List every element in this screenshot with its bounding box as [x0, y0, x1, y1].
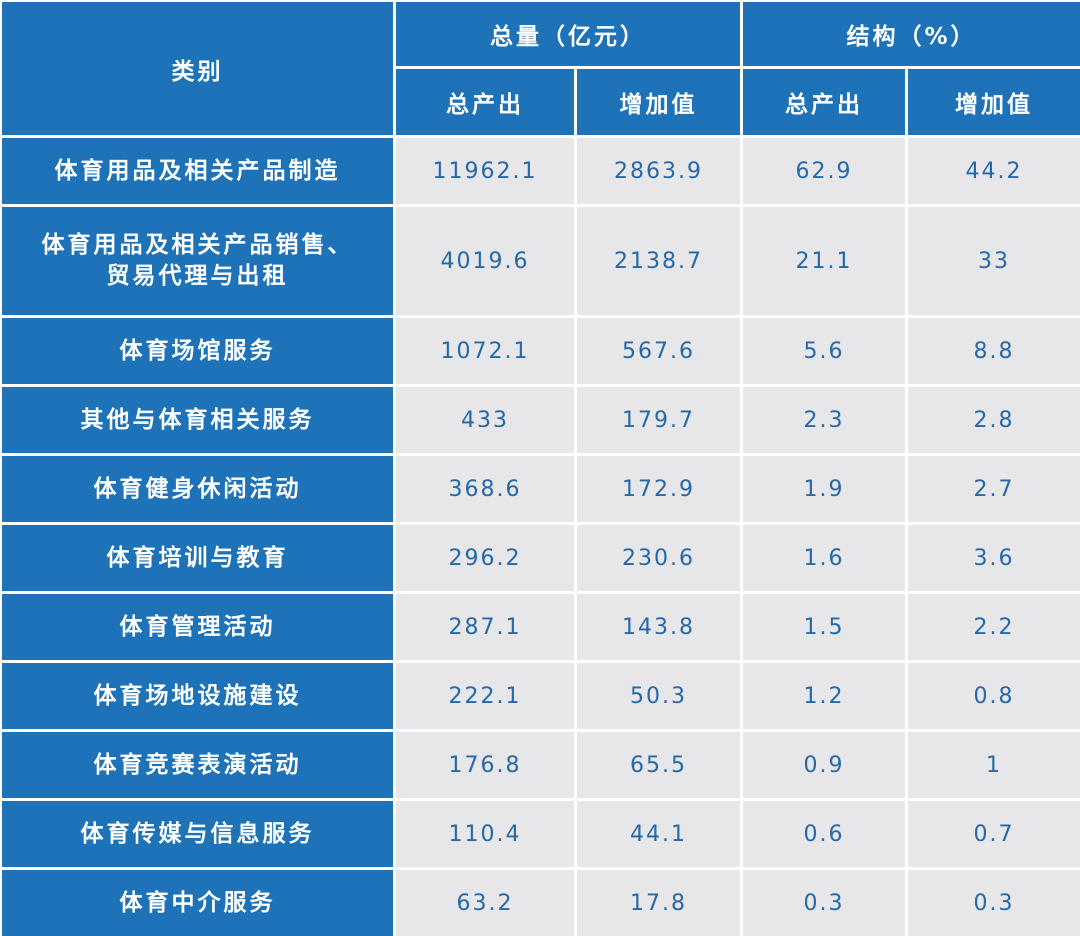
cell-total-value-added: 17.8 [577, 870, 740, 936]
cell-total-value-added: 65.5 [577, 732, 740, 798]
row-category: 体育场地设施建设 [2, 663, 393, 729]
cell-total-output: 368.6 [396, 456, 574, 522]
row-category: 其他与体育相关服务 [2, 387, 393, 453]
cell-total-output: 63.2 [396, 870, 574, 936]
header-structure-output: 总产出 [743, 69, 905, 135]
row-category: 体育健身休闲活动 [2, 456, 393, 522]
cell-structure-value-added: 8.8 [908, 318, 1080, 384]
header-structure-value-added: 增加值 [908, 69, 1080, 135]
cell-total-output: 176.8 [396, 732, 574, 798]
cell-structure-output: 62.9 [743, 138, 905, 204]
row-category: 体育传媒与信息服务 [2, 801, 393, 867]
row-category: 体育竞赛表演活动 [2, 732, 393, 798]
cell-total-value-added: 2138.7 [577, 207, 740, 315]
cell-structure-value-added: 44.2 [908, 138, 1080, 204]
cell-total-value-added: 2863.9 [577, 138, 740, 204]
cell-structure-value-added: 1 [908, 732, 1080, 798]
cell-total-value-added: 143.8 [577, 594, 740, 660]
row-category: 体育管理活动 [2, 594, 393, 660]
cell-structure-value-added: 0.8 [908, 663, 1080, 729]
cell-structure-output: 0.3 [743, 870, 905, 936]
cell-total-output: 11962.1 [396, 138, 574, 204]
cell-structure-value-added: 2.7 [908, 456, 1080, 522]
cell-total-value-added: 230.6 [577, 525, 740, 591]
cell-structure-output: 1.6 [743, 525, 905, 591]
cell-structure-output: 21.1 [743, 207, 905, 315]
cell-total-value-added: 50.3 [577, 663, 740, 729]
cell-structure-value-added: 33 [908, 207, 1080, 315]
cell-total-output: 110.4 [396, 801, 574, 867]
cell-structure-output: 1.2 [743, 663, 905, 729]
cell-total-value-added: 172.9 [577, 456, 740, 522]
row-category: 体育培训与教育 [2, 525, 393, 591]
cell-structure-value-added: 3.6 [908, 525, 1080, 591]
cell-total-value-added: 567.6 [577, 318, 740, 384]
row-category: 体育场馆服务 [2, 318, 393, 384]
row-category: 体育中介服务 [2, 870, 393, 936]
cell-structure-value-added: 0.7 [908, 801, 1080, 867]
cell-structure-value-added: 2.8 [908, 387, 1080, 453]
header-total-group: 总量（亿元） [396, 2, 740, 66]
cell-structure-output: 5.6 [743, 318, 905, 384]
cell-total-output: 287.1 [396, 594, 574, 660]
cell-structure-output: 0.6 [743, 801, 905, 867]
cell-total-output: 296.2 [396, 525, 574, 591]
row-category: 体育用品及相关产品销售、 贸易代理与出租 [2, 207, 393, 315]
cell-total-value-added: 179.7 [577, 387, 740, 453]
header-total-output: 总产出 [396, 69, 574, 135]
cell-total-output: 1072.1 [396, 318, 574, 384]
header-structure-group: 结构（%） [743, 2, 1080, 66]
header-category: 类别 [2, 2, 393, 135]
cell-structure-value-added: 0.3 [908, 870, 1080, 936]
header-total-value-added: 增加值 [577, 69, 740, 135]
cell-total-output: 433 [396, 387, 574, 453]
cell-structure-value-added: 2.2 [908, 594, 1080, 660]
cell-structure-output: 1.5 [743, 594, 905, 660]
row-category: 体育用品及相关产品制造 [2, 138, 393, 204]
cell-total-output: 222.1 [396, 663, 574, 729]
cell-total-value-added: 44.1 [577, 801, 740, 867]
cell-total-output: 4019.6 [396, 207, 574, 315]
cell-structure-output: 1.9 [743, 456, 905, 522]
cell-structure-output: 2.3 [743, 387, 905, 453]
cell-structure-output: 0.9 [743, 732, 905, 798]
